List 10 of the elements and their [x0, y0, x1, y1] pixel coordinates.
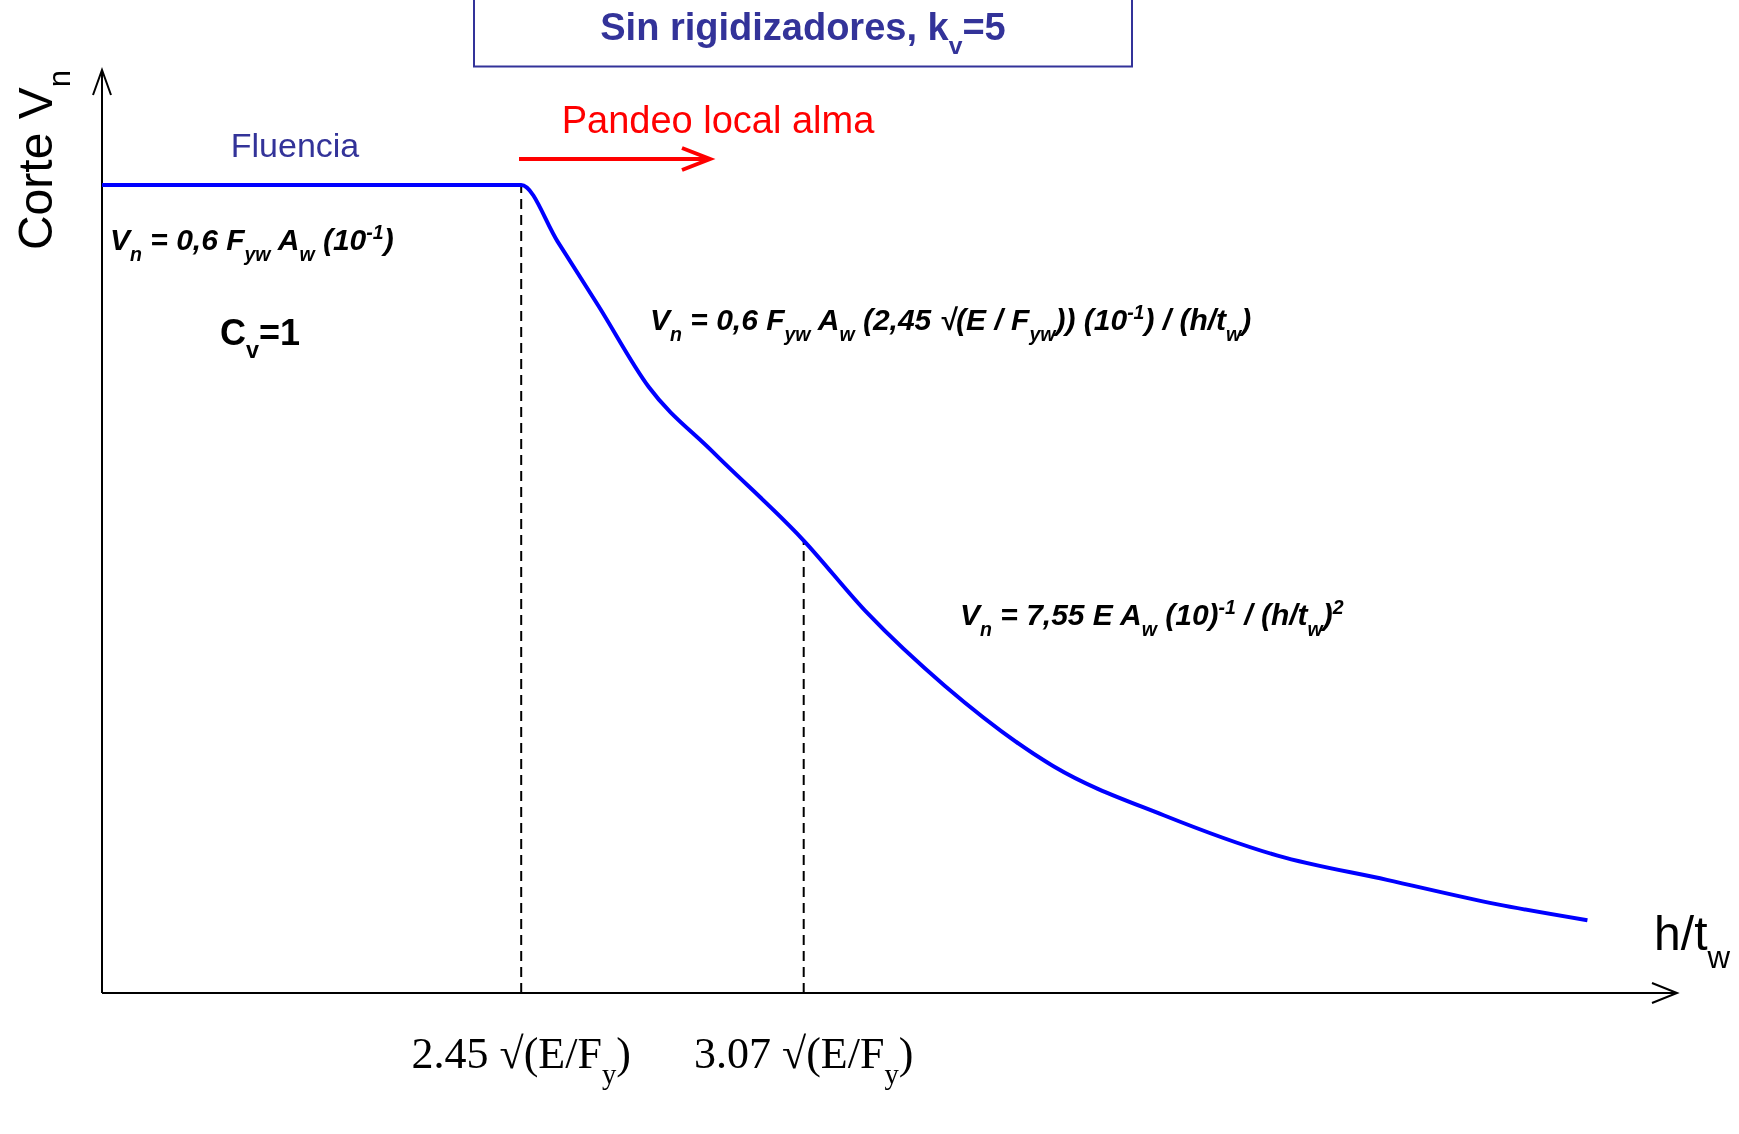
- text: V$_{n}$ = 7,55 E A$_{w}$ (10)$^{-1}$ / (h/t$_{w}$)$^{2}$: [960, 596, 1344, 640]
- text: Pandeo local alma: [561, 99, 876, 141]
- x-tick-label: 3.07 √(E/F$_{y}$): [694, 1029, 914, 1090]
- x-tick-label: 2.45 √(E/F$_{y}$): [411, 1029, 631, 1090]
- chart-title: Sin rigidizadores, k$_{v}$=5: [600, 6, 1006, 59]
- annotation: C$_{v}$=1: [220, 312, 301, 363]
- text: V$_{n}$ = 0,6 F$_{yw}$ A$_{w}$ (10$^{-1}$): [110, 221, 394, 265]
- x-axis-title: h/t$_{w}$: [1654, 907, 1731, 975]
- text: V$_{n}$ = 0,6 F$_{yw}$ A$_{w}$ (2,45 √(E / F$_{yw}$)) (10$^{-1}$) / (h/t$_{w}$): [650, 301, 1252, 345]
- text: Fluencia: [230, 126, 360, 164]
